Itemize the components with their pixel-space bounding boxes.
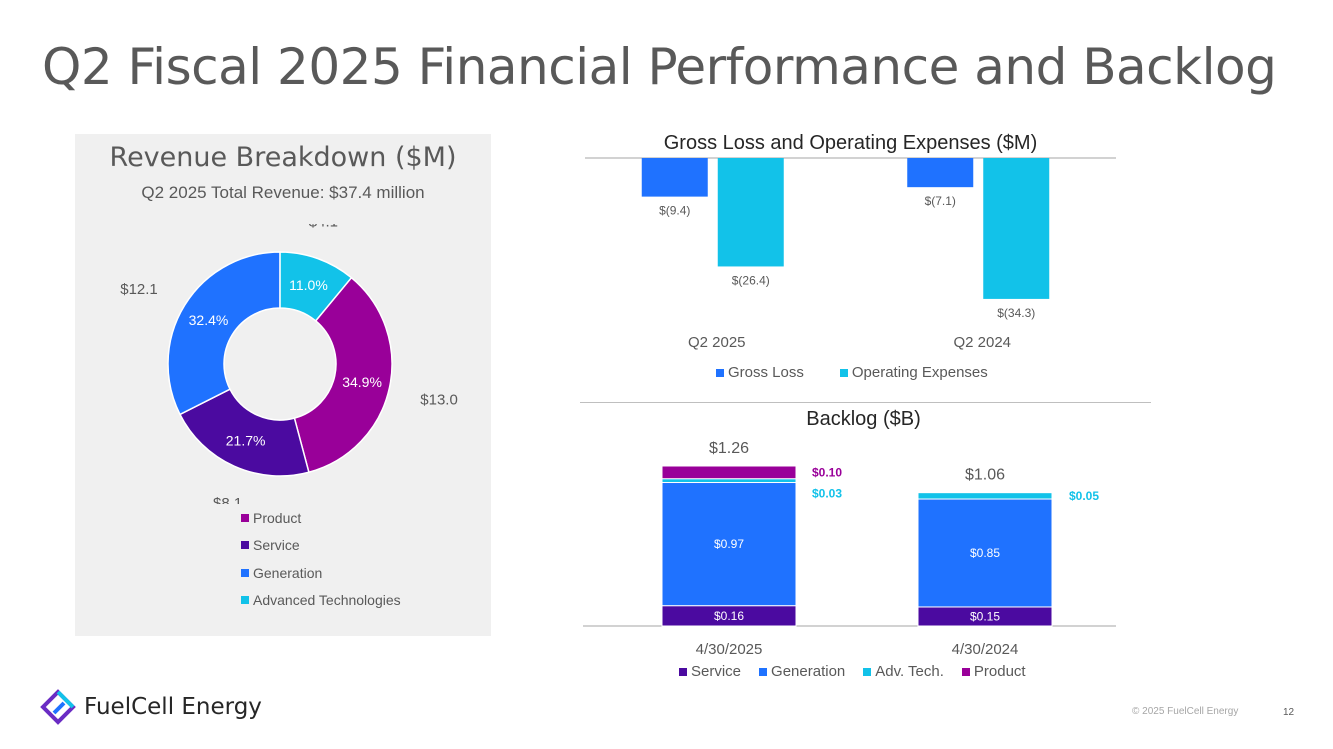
chart-divider <box>580 402 1151 403</box>
legend-item-adv-tech-backlog: Adv. Tech. <box>863 663 944 680</box>
donut-pct-label-generation: 32.4% <box>189 312 229 328</box>
backlog-category-4-30-2024: 4/30/2024 <box>952 641 1019 658</box>
legend-label-generation-backlog: Generation <box>771 663 846 680</box>
donut-pct-label-advanced-technologies: 11.0% <box>289 277 328 293</box>
donut-slice-service <box>178 388 310 477</box>
legend-item-gross-loss: Gross Loss <box>716 364 804 381</box>
legend-swatch-product-backlog <box>961 667 970 676</box>
gross-loss-opex-chart: Q2 2025 $(9.4) $(26.4) Q2 2024 $(7.1) $(34.3) <box>585 157 1116 351</box>
donut-slice-advanced-technologies <box>279 251 353 322</box>
donut-value-label-advanced-technologies: $4.1 <box>309 224 338 231</box>
backlog-label-service-4-30-2024: $0.15 <box>970 609 1000 623</box>
revenue-donut-chart: 34.9% $13.0 21.7% $8.1 32.4% $12.1 11.0% $4.1 <box>120 224 458 504</box>
legend-swatch-operating-expenses <box>839 368 848 377</box>
legend-label-generation: Generation <box>253 564 323 581</box>
backlog-label-generation-4-30-2025: $0.97 <box>714 537 744 551</box>
backlog-chart: $0.16 $0.97 $0.03 $0.10 $1.26 4/30/2025 $0.15 $… <box>583 440 1116 658</box>
donut-pct-label-service: 21.7% <box>226 433 266 449</box>
brand-name: FuelCell Energy <box>84 694 262 720</box>
legend-swatch-service-backlog <box>679 667 687 676</box>
legend-item-service: Service <box>241 532 401 560</box>
backlog-total-4-30-2025: $1.26 <box>709 440 749 457</box>
page-number: 12 <box>1283 707 1295 718</box>
donut-pct-label-product: 34.9% <box>342 374 382 390</box>
legend-label-product-backlog: Product <box>973 663 1026 680</box>
legend-item-service-backlog: Service <box>679 663 741 680</box>
backlog-total-4-30-2024: $1.06 <box>965 467 1005 484</box>
donut-value-label-generation: $12.1 <box>120 281 158 298</box>
backlog-label-service-4-30-2025: $0.16 <box>714 609 744 623</box>
bar-label-gross-loss-q2-2025: $(9.4) <box>659 204 690 218</box>
legend-item-product-backlog: Product <box>961 663 1026 680</box>
backlog-label-adv-tech-4-30-2024: $0.05 <box>1069 489 1099 503</box>
donut-slice-product <box>293 276 393 474</box>
gross-loss-category-q2-2025: Q2 2025 <box>688 334 746 351</box>
legend-label-gross-loss: Gross Loss <box>728 364 804 381</box>
backlog-segment-adv-tech-4-30-2025 <box>661 478 797 484</box>
bar-operating-expenses-q2-2025 <box>717 158 784 267</box>
legend-swatch-generation-backlog <box>759 667 768 676</box>
backlog-label-generation-4-30-2024: $0.85 <box>970 546 1000 560</box>
bar-gross-loss-q2-2024 <box>907 158 974 188</box>
revenue-chart-title: Revenue Breakdown ($M) <box>109 142 457 173</box>
legend-item-operating-expenses: Operating Expenses <box>839 364 988 381</box>
gross-loss-chart-title: Gross Loss and Operating Expenses ($M) <box>663 132 1038 154</box>
legend-label-adv-tech-backlog: Adv. Tech. <box>875 663 944 680</box>
donut-value-label-product: $13.0 <box>420 391 458 408</box>
legend-swatch-gross-loss <box>716 368 724 377</box>
backlog-chart-title: Backlog ($B) <box>806 408 921 430</box>
backlog-legend: Service Generation Adv. Tech. Product <box>679 663 1044 680</box>
backlog-category-4-30-2025: 4/30/2025 <box>696 641 763 658</box>
legend-item-product: Product <box>241 504 401 532</box>
backlog-segment-product-4-30-2025 <box>661 465 797 480</box>
donut-value-label-service: $8.1 <box>213 495 242 504</box>
bar-gross-loss-q2-2025 <box>641 158 708 197</box>
legend-item-generation: Generation <box>241 559 401 587</box>
legend-label-product: Product <box>253 509 302 526</box>
backlog-segment-generation-4-30-2025 <box>661 482 797 607</box>
copyright: © 2025 FuelCell Energy <box>1132 706 1239 717</box>
revenue-legend: Product Service Generation Advanced Tech… <box>241 504 401 614</box>
legend-item-advanced-technologies: Advanced Technologies <box>241 587 401 615</box>
backlog-segment-adv-tech-4-30-2024 <box>917 492 1053 500</box>
backlog-label-product-4-30-2025: $0.10 <box>812 465 842 479</box>
legend-label-advanced-technologies: Advanced Technologies <box>253 592 401 609</box>
legend-swatch-advanced-technologies <box>241 596 249 605</box>
bar-label-operating-expenses-q2-2025: $(26.4) <box>732 273 770 287</box>
legend-label-service-backlog: Service <box>691 663 742 680</box>
legend-item-generation-backlog: Generation <box>759 663 845 680</box>
revenue-chart-subtitle: Q2 2025 Total Revenue: $37.4 million <box>141 183 425 202</box>
slide-title: Q2 Fiscal 2025 Financial Performance and… <box>42 38 1277 96</box>
backlog-label-adv-tech-4-30-2025: $0.03 <box>812 487 842 501</box>
bar-label-operating-expenses-q2-2024: $(34.3) <box>997 306 1035 320</box>
revenue-panel: Revenue Breakdown ($M) Q2 2025 Total Rev… <box>75 134 491 636</box>
brand-logo: FuelCell Energy <box>40 689 262 725</box>
legend-label-service: Service <box>253 537 300 554</box>
fuelcell-logo-icon <box>40 689 76 725</box>
legend-label-operating-expenses: Operating Expenses <box>851 364 988 381</box>
legend-swatch-product <box>241 513 249 522</box>
gross-loss-category-q2-2024: Q2 2024 <box>953 334 1011 351</box>
legend-swatch-adv-tech-backlog <box>863 667 872 676</box>
bar-label-gross-loss-q2-2024: $(7.1) <box>925 194 956 208</box>
bar-operating-expenses-q2-2024 <box>983 158 1050 299</box>
legend-swatch-generation <box>241 568 249 577</box>
donut-slice-generation <box>167 251 281 416</box>
gross-loss-legend: Gross Loss Operating Expenses <box>716 364 1006 381</box>
legend-swatch-service <box>241 541 249 550</box>
